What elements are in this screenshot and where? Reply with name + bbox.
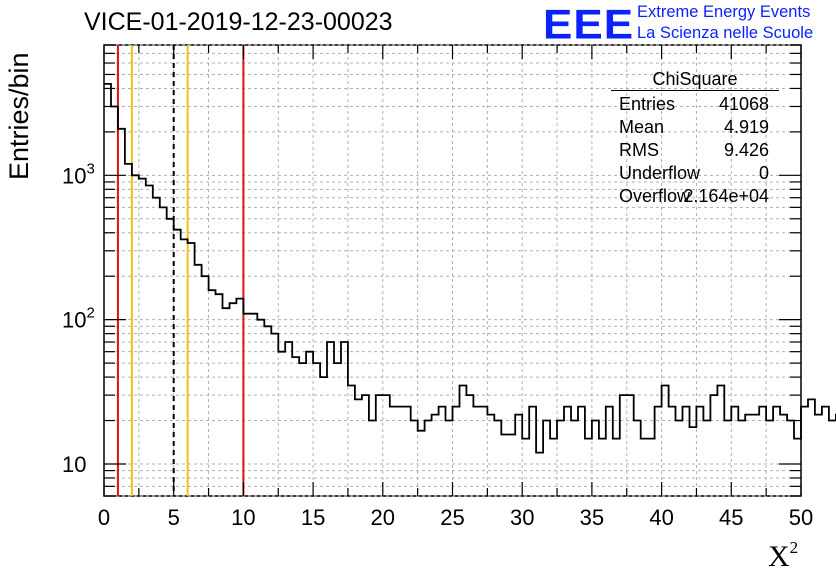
x-tick-label: 25 [440,505,464,530]
stats-value: 2.164e+04 [683,186,769,206]
x-axis-label: X2 [768,538,799,573]
stats-row-underflow: Underflow 0 [611,162,779,185]
y-axis-label: Entries/bin [4,52,34,180]
stats-value: 41068 [718,94,769,114]
x-tick-label: 50 [789,505,813,530]
x-tick-label: 40 [649,505,673,530]
axis-ticks [103,44,802,497]
stats-value: 9.426 [723,140,769,160]
stats-label: Mean [619,117,665,137]
y-tick-label: 10 [62,452,86,477]
stats-row-rms: RMS 9.426 [611,139,779,162]
stats-value: 0 [758,163,769,183]
x-tick-label: 10 [231,505,255,530]
x-tick-label: 30 [510,505,534,530]
stats-row-entries: Entries 41068 [611,93,779,116]
histogram-series [104,83,836,454]
x-tick-label: 45 [719,505,743,530]
stats-label: Entries [619,94,676,114]
plot-title: VICE-01-2019-12-23-00023 [84,8,393,36]
stats-row-mean: Mean 4.919 [611,116,779,139]
cut-lines [116,45,245,496]
stats-value: 4.919 [723,117,769,137]
eee-tagline-1: Extreme Energy Events [637,3,811,21]
x-tick-label: 15 [301,505,325,530]
stats-label: Underflow [619,163,701,183]
eee-tagline-2: La Scienza nelle Scuole [637,24,814,42]
y-tick-label: 103 [62,160,95,188]
stats-label: Overflow [619,186,691,206]
x-tick-label: 35 [580,505,604,530]
x-tick-label: 0 [98,505,110,530]
x-tick-label: 20 [371,505,395,530]
stats-label: RMS [619,140,659,160]
y-tick-label: 102 [62,305,95,333]
x-tick-label: 5 [168,505,180,530]
axis-tick-labels: 0 5 10 15 20 25 30 35 40 45 50 10 102 103 [62,160,813,530]
eee-logo: EEE [543,1,635,48]
stats-row-overflow: Overflow 2.164e+04 [611,185,779,208]
stats-title: ChiSquare [611,68,779,91]
stats-box: ChiSquare Entries 41068 Mean 4.919 RMS 9… [611,68,779,208]
